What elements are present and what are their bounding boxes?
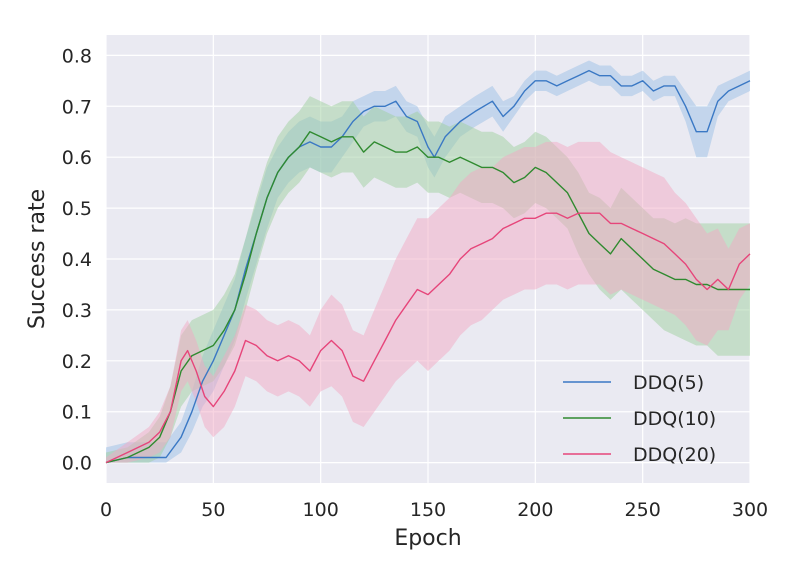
- band-DDQ(10): [106, 96, 750, 463]
- legend-label: DDQ(5): [633, 372, 704, 394]
- y-tick-label: 0.0: [62, 453, 92, 475]
- x-tick-label: 300: [732, 499, 768, 521]
- band-DDQ(20): [106, 141, 750, 463]
- x-tick-labels: 0 50 100 150 200 250 300: [100, 499, 768, 521]
- legend-label: DDQ(20): [633, 444, 716, 466]
- y-axis-label: Success rate: [25, 189, 50, 329]
- x-tick-label: 0: [100, 499, 112, 521]
- x-tick-label: 150: [410, 499, 446, 521]
- y-tick-labels: 0.0 0.1 0.2 0.3 0.4 0.5 0.6 0.7 0.8: [62, 45, 92, 474]
- y-tick-label: 0.1: [62, 402, 92, 424]
- series-line-DDQ(10): [105, 131, 750, 464]
- x-tick-label: 50: [201, 499, 225, 521]
- x-tick-label: 100: [303, 499, 339, 521]
- legend-label: DDQ(10): [633, 408, 716, 430]
- x-tick-label: 250: [625, 499, 661, 521]
- legend: DDQ(5) DDQ(10) DDQ(20): [563, 372, 716, 466]
- y-tick-label: 0.7: [62, 96, 92, 118]
- confidence-bands: [106, 60, 750, 463]
- y-tick-label: 0.4: [62, 249, 92, 271]
- series-line-DDQ(20): [105, 212, 751, 464]
- y-tick-label: 0.8: [62, 45, 92, 67]
- y-tick-label: 0.3: [62, 300, 92, 322]
- series-lines: [105, 69, 751, 464]
- x-tick-label: 200: [517, 499, 553, 521]
- y-tick-label: 0.2: [62, 351, 92, 373]
- x-axis-label: Epoch: [394, 526, 461, 551]
- y-tick-label: 0.5: [62, 198, 92, 220]
- y-tick-label: 0.6: [62, 147, 92, 169]
